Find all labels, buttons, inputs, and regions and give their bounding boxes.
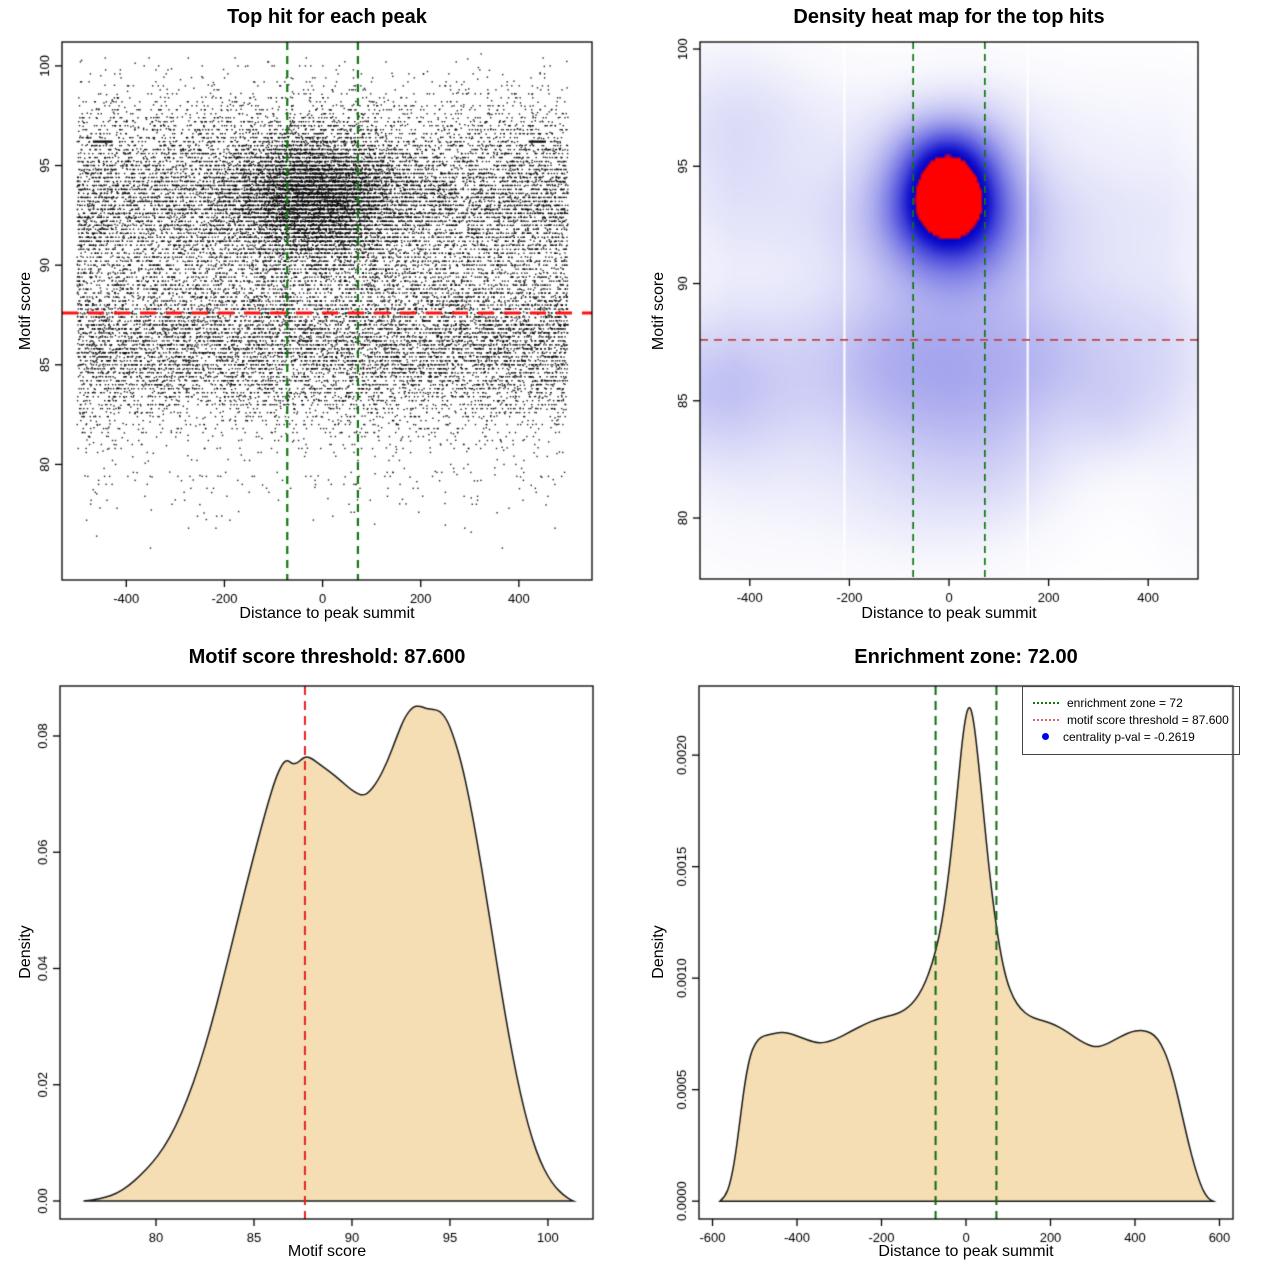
green-dotted-line-icon [1033, 701, 1059, 704]
score-density-ylabel: Density [17, 925, 34, 979]
legend-item-enrichment-zone: enrichment zone = 72 [1029, 694, 1233, 711]
red-dotted-line-icon [1033, 718, 1059, 721]
score-density-title: Motif score threshold: 87.600 [188, 646, 466, 668]
legend-item-centrality-pval: centrality p-val = -0.2619 [1029, 728, 1233, 745]
distance-density-title: Enrichment zone: 72.00 [854, 646, 1078, 668]
legend-label-enrichment-zone: enrichment zone = 72 [1067, 695, 1183, 710]
blue-point-icon [1042, 733, 1049, 740]
legend-item-motif-threshold: motif score threshold = 87.600 [1029, 711, 1233, 728]
distance-density-xlabel: Distance to peak summit [878, 1243, 1054, 1260]
plot-legend: enrichment zone = 72 motif score thresho… [1022, 686, 1240, 755]
heatmap-title: Density heat map for the top hits [793, 6, 1105, 28]
distance-density-ylabel: Density [650, 925, 667, 979]
score-density-xlabel: Motif score [287, 1243, 367, 1260]
scatter-xlabel: Distance to peak summit [239, 605, 415, 622]
legend-label-centrality-pval: centrality p-val = -0.2619 [1063, 729, 1195, 744]
heatmap-xlabel: Distance to peak summit [861, 605, 1037, 622]
scatter-ylabel: Motif score [17, 271, 34, 351]
scatter-title: Top hit for each peak [227, 6, 427, 28]
legend-label-motif-threshold: motif score threshold = 87.600 [1067, 712, 1229, 727]
heatmap-ylabel: Motif score [650, 271, 667, 351]
